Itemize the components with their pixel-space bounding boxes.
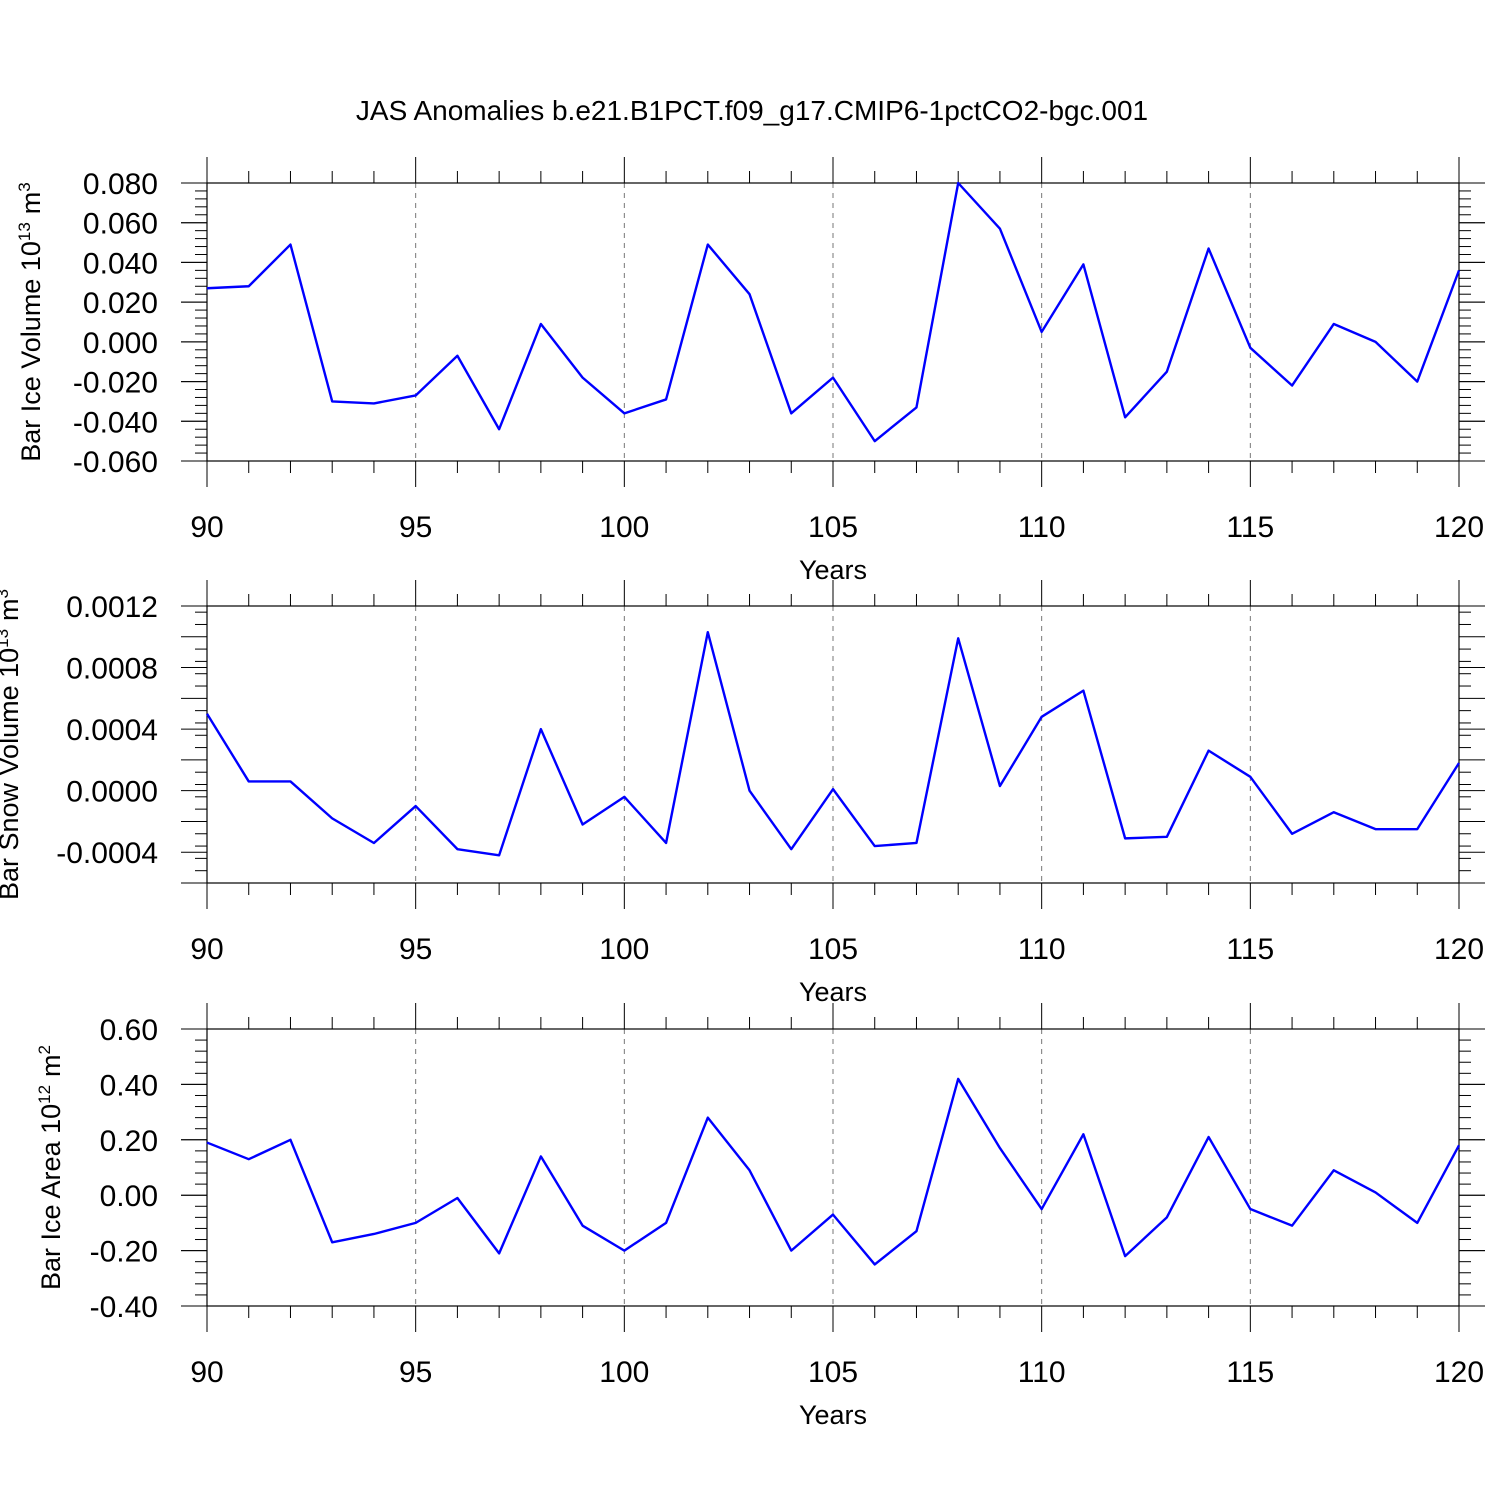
y-tick-label: 0.0004 [66, 714, 158, 747]
chart-title: JAS Anomalies b.e21.B1PCT.f09_g17.CMIP6-… [356, 95, 1148, 126]
x-tick-label: 110 [1018, 933, 1066, 966]
y-axis-label-ylabel-unit: m [0, 598, 24, 621]
y-axis-label-ylabel-sup: 12 [35, 1085, 54, 1104]
y-tick-label: 0.00 [100, 1180, 158, 1213]
x-tick-label: 90 [190, 511, 223, 544]
x-tick-label: 100 [599, 1356, 649, 1389]
x-tick-label: 115 [1226, 1356, 1274, 1389]
y-tick-label: -0.020 [73, 367, 158, 400]
x-tick-label: 110 [1018, 511, 1066, 544]
y-tick-label: 0.0000 [66, 776, 158, 809]
x-tick-label: 105 [808, 933, 858, 966]
x-tick-label: 120 [1434, 511, 1484, 544]
x-tick-label: 90 [190, 1356, 223, 1389]
panel-3: 90 95 100 105 110 115 120 Years -0.40 -0.20 0.00 0.… [35, 1003, 1485, 1430]
series-line [206, 181, 1461, 443]
x-tick-label: 115 [1226, 511, 1274, 544]
y-axis-label-ylabel-sup: 13 [0, 629, 12, 648]
series-line [205, 630, 1461, 857]
y-axis-label-ylabel: Bar Ice Volume 10 [16, 241, 46, 462]
y-axis-label-ylabel-unit-sup: 3 [15, 182, 34, 191]
y-axis-label-ylabel: Bar Snow Volume 10 [0, 648, 24, 900]
y-tick-label: 0.080 [83, 168, 158, 201]
panel-2: 90 95 100 105 110 115 120 Years -0.0004 0.0000 0.0… [0, 580, 1485, 1007]
series-line [206, 1077, 1461, 1266]
x-tick-label: 95 [399, 1356, 432, 1389]
y-axis-label: Bar Ice Volume 1013 m3 [15, 182, 46, 462]
y-tick-label: -0.20 [90, 1236, 158, 1269]
y-axis-label-ylabel-unit: m [16, 192, 46, 215]
x-tick-label: 105 [808, 511, 858, 544]
y-axis-label-ylabel-unit: m [36, 1054, 66, 1077]
y-tick-label: 0.020 [83, 287, 158, 320]
y-tick-label: 0.040 [83, 247, 158, 280]
y-axis-label-ylabel-sup: 13 [15, 222, 34, 241]
x-tick-label: 100 [599, 511, 649, 544]
x-tick-label: 120 [1434, 1356, 1484, 1389]
y-tick-label: 0.0012 [66, 591, 158, 624]
x-tick-label: 120 [1434, 933, 1484, 966]
x-axis-label: Years [799, 1400, 867, 1430]
y-axis-label: Bar Ice Area 1012 m2 [35, 1045, 66, 1290]
panel-1: 90 95 100 105 110 115 120Years-0.060-0.040-0.0… [15, 157, 1485, 585]
y-tick-label: -0.040 [73, 406, 158, 439]
y-tick-label: 0.0008 [66, 653, 158, 686]
y-axis-label-ylabel-unit-sup: 3 [0, 589, 12, 598]
y-tick-label: 0.20 [100, 1125, 158, 1158]
y-tick-label: 0.40 [100, 1069, 158, 1102]
x-tick-label: 105 [808, 1356, 858, 1389]
x-tick-label: 90 [190, 933, 223, 966]
y-tick-label: 0.000 [83, 327, 158, 360]
x-tick-label: 110 [1018, 1356, 1066, 1389]
y-tick-label: -0.40 [90, 1291, 158, 1324]
x-tick-label: 115 [1226, 933, 1274, 966]
x-axis-label: Years [799, 977, 867, 1007]
y-tick-label: 0.060 [83, 208, 158, 241]
y-tick-label: 0.60 [100, 1014, 158, 1047]
y-axis-label-ylabel-unit-sup: 2 [35, 1045, 54, 1054]
y-tick-label: -0.060 [73, 446, 158, 479]
y-tick-label: -0.0004 [56, 837, 158, 870]
y-axis-label: Bar Snow Volume 1013 m3 [0, 589, 24, 900]
x-tick-label: 95 [399, 933, 432, 966]
y-axis-label-ylabel: Bar Ice Area 10 [36, 1104, 66, 1290]
x-tick-label: 95 [399, 511, 432, 544]
x-tick-label: 100 [599, 933, 649, 966]
